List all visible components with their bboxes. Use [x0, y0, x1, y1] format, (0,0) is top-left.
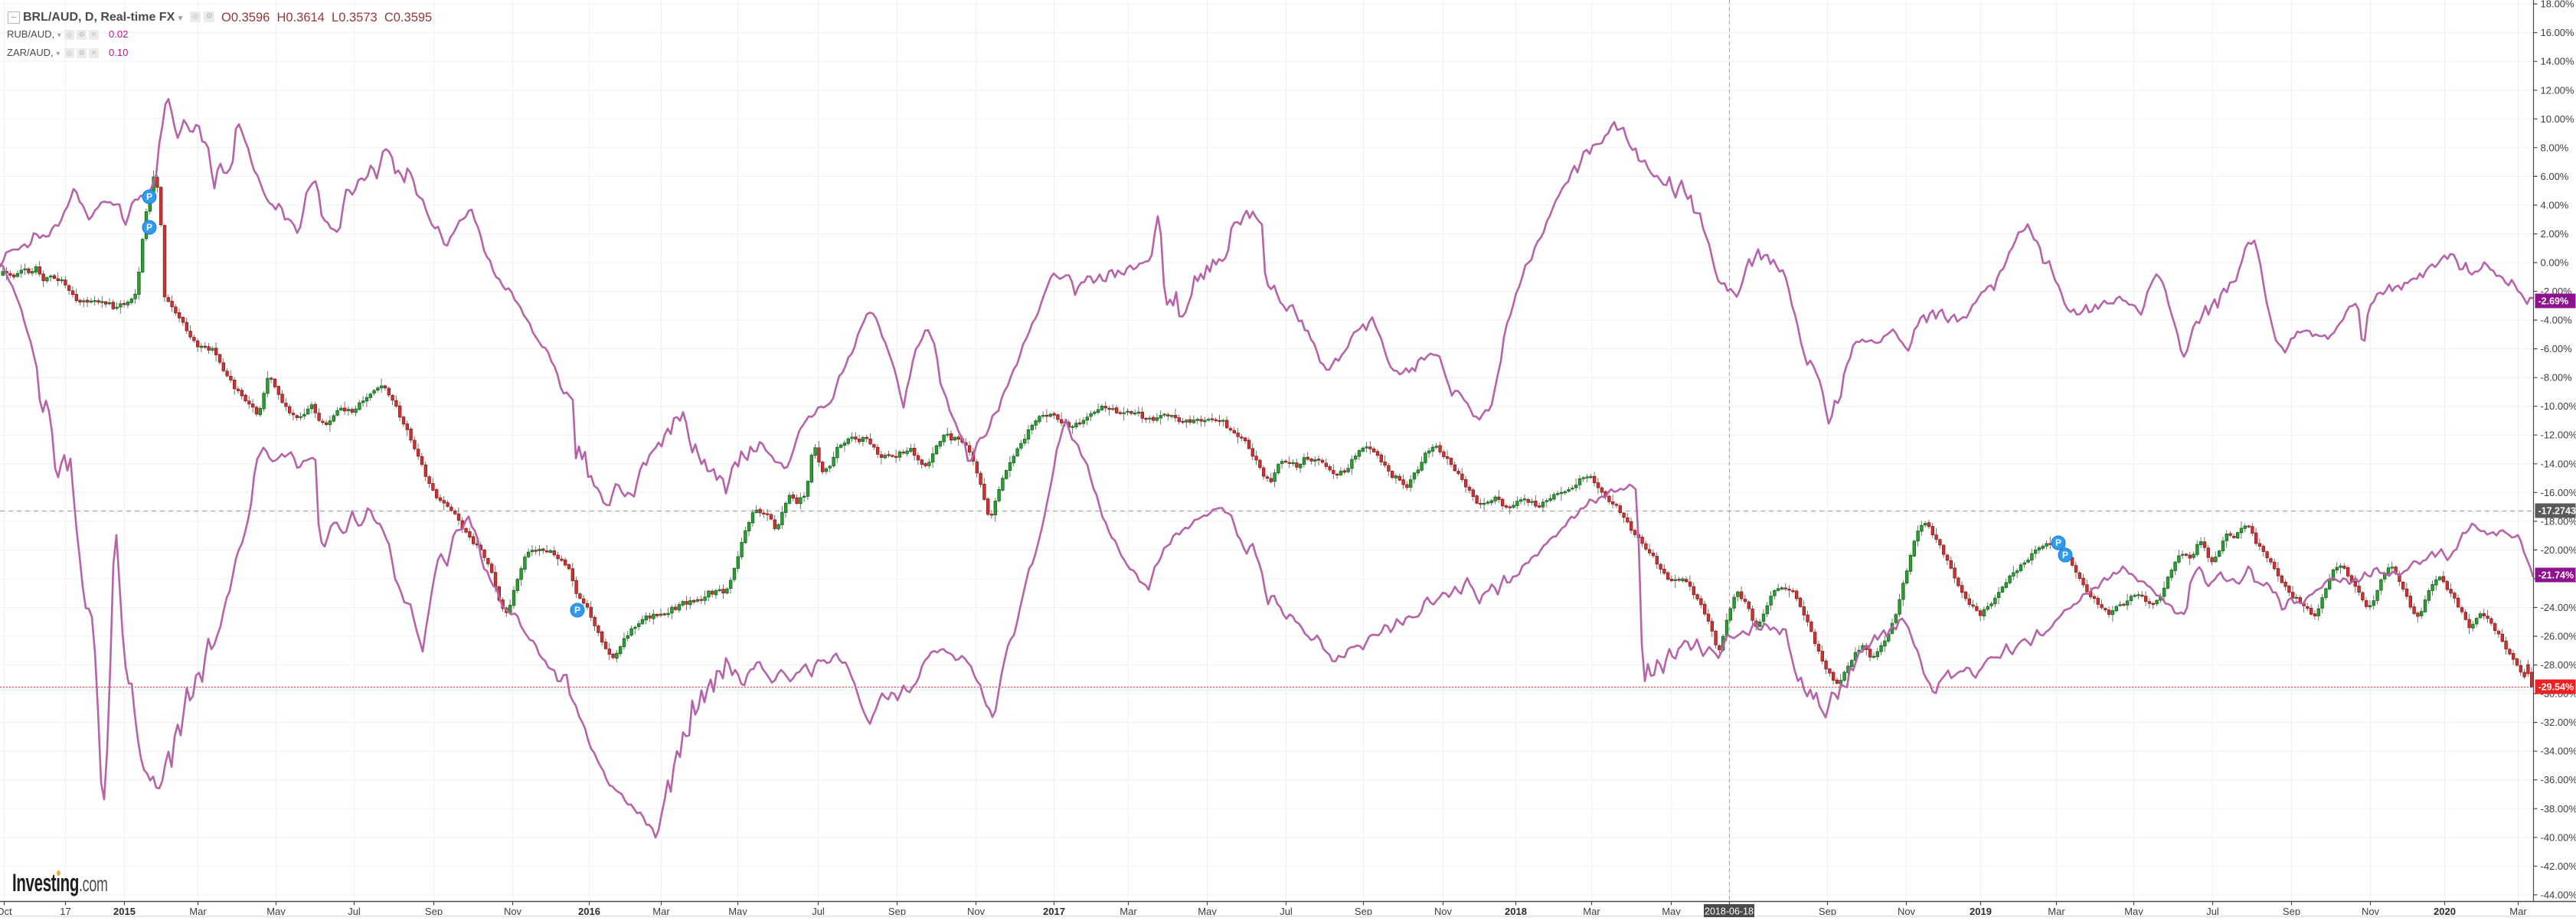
- svg-text:-38.00%: -38.00%: [2541, 803, 2576, 815]
- svg-text:-29.54%: -29.54%: [2538, 682, 2574, 693]
- svg-text:-6.00%: -6.00%: [2541, 343, 2573, 354]
- svg-text:-44.00%: -44.00%: [2541, 889, 2576, 900]
- svg-text:P: P: [2062, 550, 2068, 560]
- svg-text:14.00%: 14.00%: [2541, 56, 2575, 67]
- svg-text:-26.00%: -26.00%: [2541, 631, 2576, 642]
- svg-text:-16.00%: -16.00%: [2541, 487, 2576, 498]
- svg-text:P: P: [146, 222, 152, 233]
- svg-text:-20.00%: -20.00%: [2541, 544, 2576, 556]
- svg-text:-40.00%: -40.00%: [2541, 831, 2576, 843]
- svg-text:10.00%: 10.00%: [2541, 113, 2575, 125]
- svg-text:8.00%: 8.00%: [2541, 142, 2569, 153]
- svg-text:P: P: [574, 605, 580, 616]
- svg-text:P: P: [146, 191, 152, 202]
- svg-text:-12.00%: -12.00%: [2541, 429, 2576, 441]
- svg-text:-10.00%: -10.00%: [2541, 400, 2576, 412]
- svg-text:P: P: [2055, 537, 2061, 548]
- svg-text:-14.00%: -14.00%: [2541, 458, 2576, 469]
- svg-text:-36.00%: -36.00%: [2541, 774, 2576, 785]
- svg-text:-21.74%: -21.74%: [2538, 570, 2574, 581]
- svg-text:-42.00%: -42.00%: [2541, 861, 2576, 872]
- svg-text:18.00%: 18.00%: [2541, 0, 2575, 10]
- svg-text:4.00%: 4.00%: [2541, 199, 2569, 211]
- svg-text:-8.00%: -8.00%: [2541, 372, 2573, 384]
- svg-text:2018-06-18: 2018-06-18: [1705, 906, 1754, 917]
- svg-text:6.00%: 6.00%: [2541, 171, 2569, 182]
- svg-text:16.00%: 16.00%: [2541, 27, 2575, 38]
- svg-text:0.00%: 0.00%: [2541, 257, 2569, 269]
- svg-text:-28.00%: -28.00%: [2541, 659, 2576, 671]
- svg-text:-4.00%: -4.00%: [2541, 315, 2573, 326]
- svg-text:-17.2743: -17.2743: [2538, 506, 2576, 517]
- svg-text:-24.00%: -24.00%: [2541, 602, 2576, 613]
- svg-text:-32.00%: -32.00%: [2541, 717, 2576, 728]
- svg-text:2.00%: 2.00%: [2541, 228, 2569, 240]
- svg-text:-2.69%: -2.69%: [2538, 296, 2569, 307]
- svg-text:12.00%: 12.00%: [2541, 84, 2575, 96]
- svg-text:-34.00%: -34.00%: [2541, 746, 2576, 757]
